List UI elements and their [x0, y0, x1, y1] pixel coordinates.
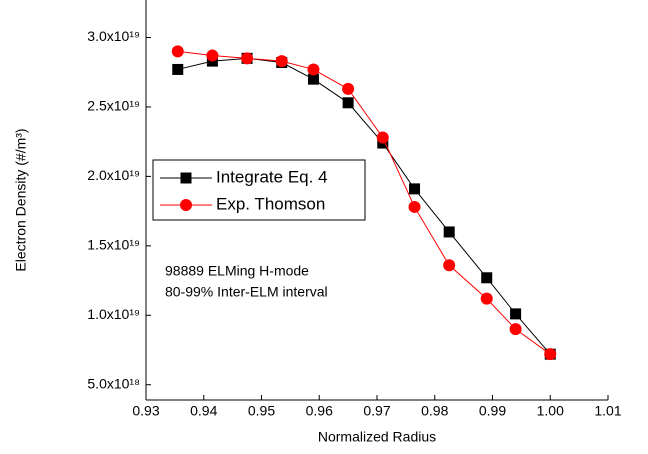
y-tick-label: 1.0x10¹⁹ — [87, 306, 140, 322]
y-tick-label: 3.0x10¹⁹ — [87, 28, 140, 44]
y-tick-label: 2.0x10¹⁹ — [87, 167, 140, 183]
x-tick-label: 0.97 — [363, 403, 390, 419]
marker — [307, 63, 320, 76]
annotation: 98889 ELMing H-mode — [165, 263, 309, 279]
marker — [171, 45, 184, 58]
marker — [307, 73, 319, 85]
marker — [241, 52, 254, 65]
annotation: 80-99% Inter-ELM interval — [165, 284, 328, 300]
x-tick-label: 0.94 — [190, 403, 217, 419]
marker — [376, 131, 389, 144]
legend-marker — [180, 199, 192, 211]
y-tick-label: 2.5x10¹⁹ — [87, 98, 140, 114]
x-tick-label: 1.01 — [594, 403, 621, 419]
x-tick-label: 0.96 — [306, 403, 333, 419]
x-tick-label: 0.99 — [479, 403, 506, 419]
marker — [443, 259, 456, 272]
x-axis-label: Normalized Radius — [318, 429, 436, 445]
marker — [342, 82, 355, 95]
marker — [342, 97, 354, 109]
x-tick-label: 0.95 — [248, 403, 275, 419]
legend-label: Integrate Eq. 4 — [216, 167, 328, 186]
y-axis-label: Electron Density (#/m³) — [13, 128, 29, 271]
marker — [510, 308, 522, 320]
x-tick-label: 0.98 — [421, 403, 448, 419]
marker — [480, 292, 493, 305]
marker — [172, 63, 184, 75]
marker — [481, 272, 493, 284]
legend-marker — [180, 172, 192, 184]
y-tick-label: 5.0x10¹⁸ — [87, 375, 140, 391]
marker — [544, 348, 557, 361]
y-tick-label: 1.5x10¹⁹ — [87, 237, 140, 253]
marker — [275, 55, 288, 68]
marker — [408, 200, 421, 213]
marker — [206, 49, 219, 62]
marker — [509, 323, 522, 336]
marker — [443, 226, 455, 238]
x-tick-label: 0.93 — [132, 403, 159, 419]
legend-label: Exp. Thomson — [216, 194, 325, 213]
x-tick-label: 1.00 — [537, 403, 564, 419]
marker — [409, 183, 421, 195]
